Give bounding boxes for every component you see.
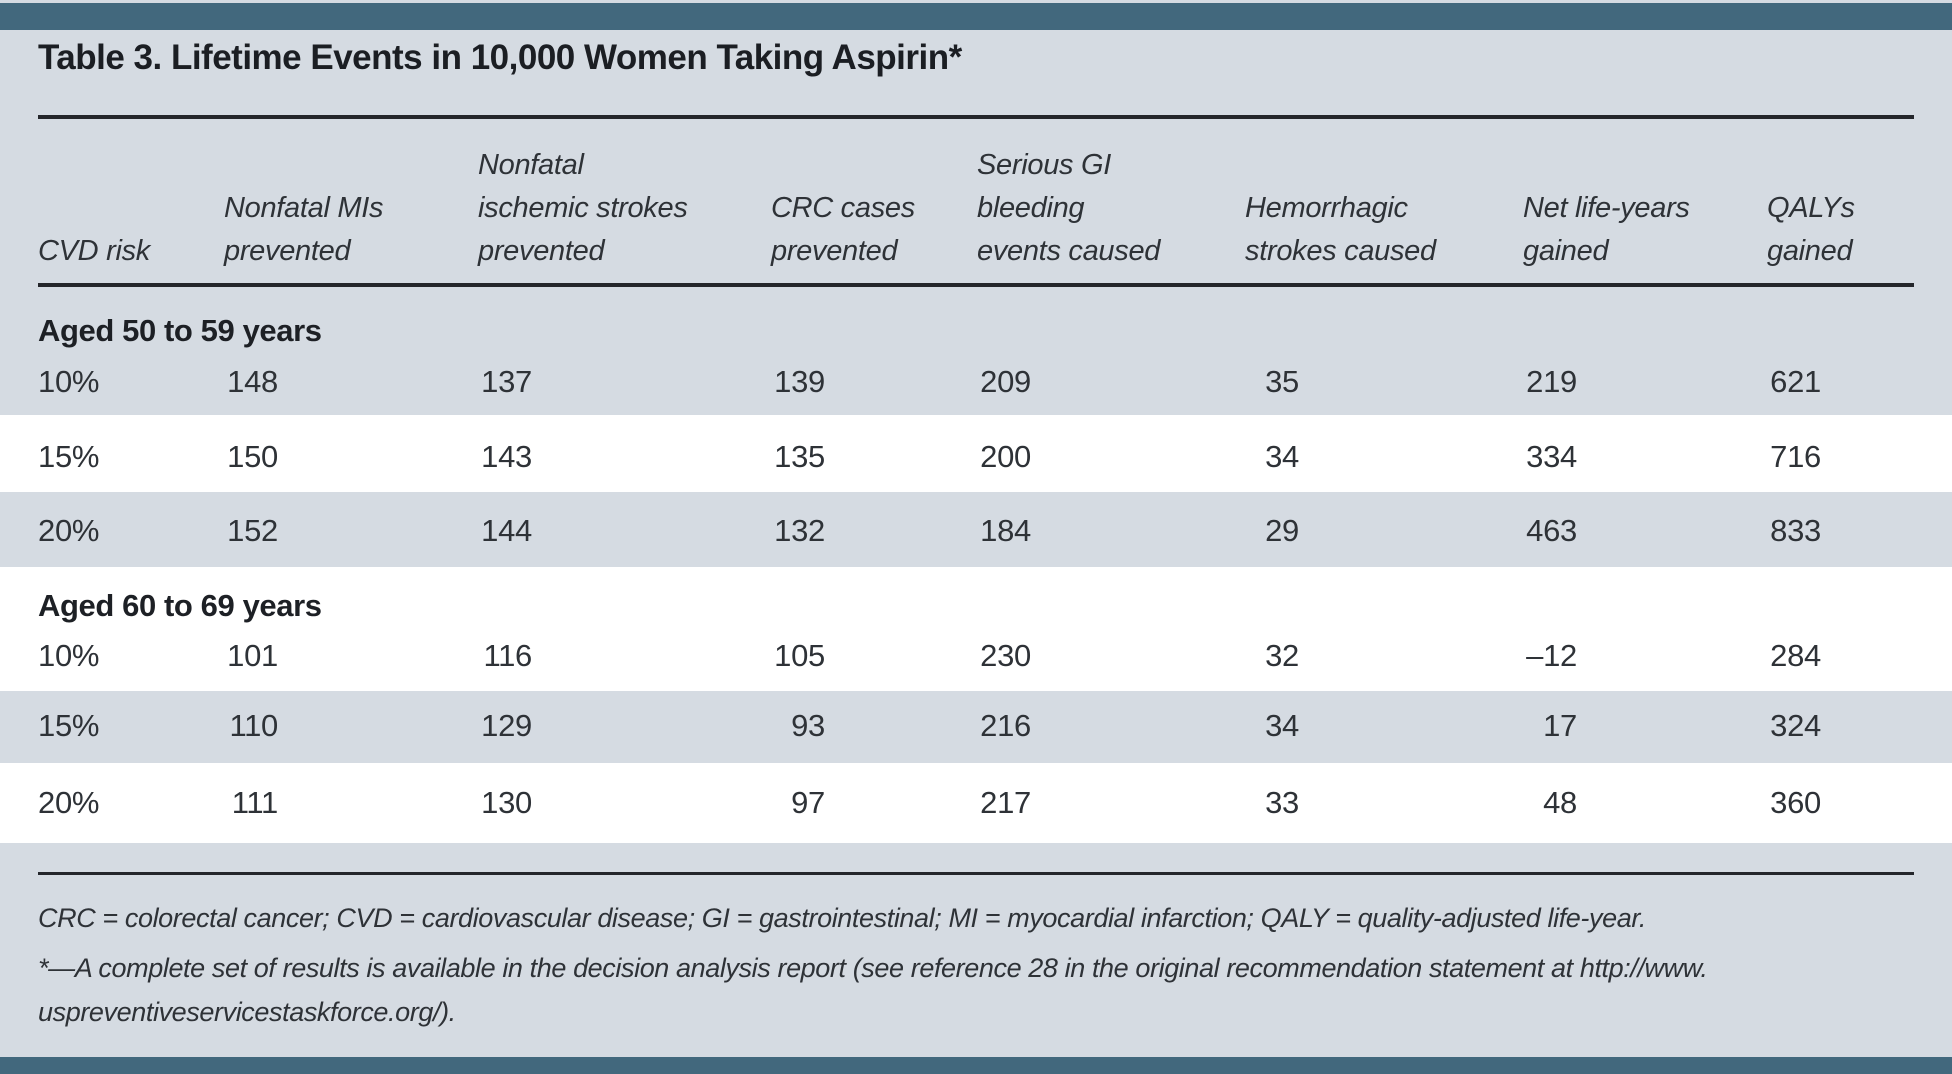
- cell: 716: [1770, 439, 1821, 474]
- top-accent-bar: [0, 3, 1952, 30]
- cell: 621: [1770, 364, 1821, 399]
- cell: 48: [1543, 785, 1577, 820]
- column-header-hemorrhagic-strokes: Hemorrhagic strokes caused: [1245, 192, 1436, 267]
- row-band-white: [0, 763, 1952, 843]
- cell: 184: [980, 513, 1031, 548]
- cell: 132: [774, 513, 825, 548]
- row-label: 15%: [38, 439, 100, 474]
- column-header-row: CVD risk Nonfatal MIs prevented Nonfatal…: [0, 118, 1952, 283]
- cell: 143: [481, 439, 532, 474]
- cell: 219: [1526, 364, 1577, 399]
- table-row: 15% 110 129 93 216 34 17 324: [0, 704, 1952, 748]
- table-row: 20% 111 130 97 217 33 48 360: [0, 781, 1952, 825]
- footer-rule: [38, 872, 1914, 875]
- row-label: 10%: [38, 364, 100, 399]
- table-row: 15% 150 143 135 200 34 334 716: [0, 435, 1952, 479]
- title-rule: [38, 115, 1914, 119]
- cell: 129: [481, 708, 532, 743]
- table-row: 10% 101 116 105 230 32 –12 284: [0, 634, 1952, 678]
- column-header-nonfatal-mis: Nonfatal MIs prevented: [224, 192, 384, 267]
- column-header-net-life-years: Net life-years gained: [1523, 192, 1690, 267]
- cell: 144: [481, 513, 532, 548]
- row-label: 10%: [38, 638, 100, 673]
- cell: 116: [483, 638, 532, 673]
- column-header-qalys: QALYs gained: [1767, 192, 1855, 267]
- cell: 137: [481, 364, 532, 399]
- cell: 360: [1770, 785, 1821, 820]
- bottom-accent-bar: [0, 1057, 1952, 1074]
- table-row: 10% 148 137 139 209 35 219 621: [0, 360, 1952, 404]
- cell: –12: [1526, 638, 1577, 673]
- cell: 32: [1265, 638, 1299, 673]
- cell: 217: [980, 785, 1031, 820]
- section-header-aged-50-59: Aged 50 to 59 years: [38, 313, 322, 348]
- column-header-crc-cases: CRC cases prevented: [771, 192, 915, 267]
- cell: 216: [980, 708, 1031, 743]
- cell: 35: [1265, 364, 1299, 399]
- cell: 135: [774, 439, 825, 474]
- cell: 101: [227, 638, 278, 673]
- row-band-white: [0, 415, 1952, 492]
- row-label: 20%: [38, 513, 100, 548]
- cell: 150: [227, 439, 278, 474]
- cell: 110: [229, 708, 278, 743]
- cell: 93: [791, 708, 825, 743]
- cell: 324: [1770, 708, 1821, 743]
- cell: 463: [1526, 513, 1577, 548]
- table-title: Table 3. Lifetime Events in 10,000 Women…: [38, 38, 962, 77]
- section-header-aged-60-69: Aged 60 to 69 years: [38, 588, 322, 623]
- row-label: 20%: [38, 785, 100, 820]
- cell: 152: [227, 513, 278, 548]
- cell: 334: [1526, 439, 1577, 474]
- cell: 111: [231, 785, 279, 820]
- cell: 209: [980, 364, 1031, 399]
- cell: 33: [1265, 785, 1299, 820]
- asterisk-footnote: *—A complete set of results is available…: [38, 953, 1708, 1027]
- row-label: 15%: [38, 708, 100, 743]
- cell: 34: [1265, 439, 1299, 474]
- cell: 833: [1770, 513, 1821, 548]
- table-row: 20% 152 144 132 184 29 463 833: [0, 509, 1952, 553]
- cell: 148: [227, 364, 278, 399]
- header-rule: [38, 283, 1914, 287]
- column-header-ischemic-strokes: Nonfatal ischemic strokes prevented: [478, 149, 688, 267]
- cell: 17: [1543, 708, 1577, 743]
- cell: 139: [774, 364, 825, 399]
- cell: 29: [1265, 513, 1299, 548]
- row-band-white: [0, 567, 1952, 691]
- cell: 284: [1770, 638, 1821, 673]
- cell: 34: [1265, 708, 1299, 743]
- column-header-cvd-risk: CVD risk: [38, 235, 150, 267]
- cell: 230: [980, 638, 1031, 673]
- cell: 130: [481, 785, 532, 820]
- column-header-gi-bleeding: Serious GI bleeding events caused: [977, 149, 1161, 267]
- cell: 200: [980, 439, 1031, 474]
- cell: 97: [791, 785, 825, 820]
- cell: 105: [774, 638, 825, 673]
- abbreviations-footnote: CRC = colorectal cancer; CVD = cardiovas…: [38, 903, 1647, 933]
